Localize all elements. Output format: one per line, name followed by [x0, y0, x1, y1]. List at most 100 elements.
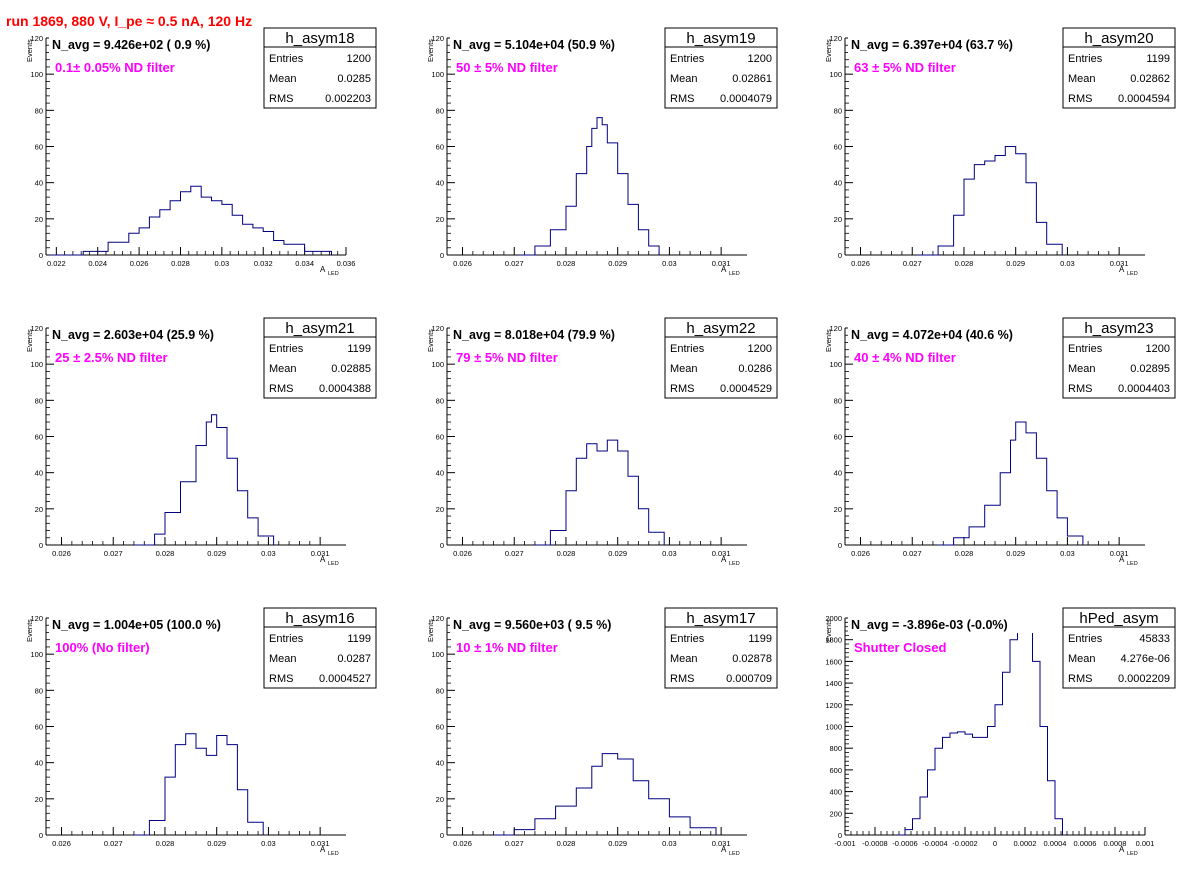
- navg-box: [49, 327, 245, 343]
- x-tick-label: 0.028: [156, 549, 175, 558]
- stats-mean-value: 0.0285: [337, 73, 371, 85]
- x-tick-label: 0.031: [712, 839, 731, 848]
- y-tick-label: 60: [35, 433, 43, 442]
- histogram-series: [917, 146, 1063, 256]
- x-tick-label: 0.03: [662, 549, 677, 558]
- histogram-name: h_asym18: [285, 30, 354, 47]
- y-tick-label: 120: [30, 614, 43, 623]
- y-tick-label: 80: [834, 106, 842, 115]
- x-tick-label: 0.031: [1110, 549, 1129, 558]
- x-tick-label: 0.024: [88, 259, 107, 268]
- y-axis-title: Events: [426, 619, 435, 642]
- stats-rms-value: 0.000709: [726, 673, 772, 685]
- stats-mean-value: 0.02862: [1130, 73, 1170, 85]
- stats-rms-label: RMS: [269, 673, 293, 685]
- x-tick-label: 0.031: [311, 549, 330, 558]
- y-tick-label: 0: [838, 251, 842, 260]
- histogram-panel-h_asym22: 0 20 40 60 80 100 120 0.026 0.027 0.028 0.029 0.03 0…: [426, 317, 778, 567]
- x-tick-label: 0.03: [662, 259, 677, 268]
- histogram-series: [938, 421, 1084, 546]
- navg-box: [848, 617, 1044, 633]
- stats-mean-label: Mean: [1068, 363, 1096, 375]
- x-tick-label: 0.027: [104, 839, 123, 848]
- stats-mean-label: Mean: [1068, 653, 1096, 665]
- stats-mean-value: 4.276e-06: [1120, 653, 1170, 665]
- x-tick-label: 0.027: [505, 549, 524, 558]
- x-tick-label: 0.029: [608, 259, 627, 268]
- x-tick-label: 0.027: [903, 259, 922, 268]
- stats-entries-label: Entries: [269, 343, 304, 355]
- navg-label: N_avg = -3.896e-03 (-0.0%): [851, 618, 1008, 632]
- stats-rms-value: 0.002203: [325, 93, 371, 105]
- histogram-series: [493, 753, 717, 836]
- x-tick-label: 0.022: [47, 259, 66, 268]
- x-tick-label: 0.026: [52, 549, 71, 558]
- stats-mean-label: Mean: [269, 363, 297, 375]
- y-tick-label: 40: [436, 469, 444, 478]
- stats-rms-label: RMS: [269, 383, 293, 395]
- x-tick-label: 0.028: [557, 259, 576, 268]
- histogram-series: [534, 439, 665, 546]
- y-axis-title: Events: [25, 39, 34, 62]
- y-tick-label: 100: [30, 360, 43, 369]
- stats-entries-value: 1199: [748, 633, 772, 645]
- x-tick-label: 0.034: [295, 259, 314, 268]
- y-tick-label: 20: [35, 795, 43, 804]
- stats-entries-value: 1200: [1146, 343, 1170, 355]
- y-tick-label: 1600: [825, 657, 842, 666]
- x-tick-label: 0.028: [156, 839, 175, 848]
- histogram-series: [133, 733, 264, 836]
- navg-box: [450, 617, 646, 633]
- navg-label: N_avg = 8.018e+04 (79.9 %): [453, 328, 615, 342]
- histogram-name: h_asym23: [1084, 320, 1153, 337]
- x-tick-label: 0.029: [608, 839, 627, 848]
- x-tick-label: 0.027: [505, 839, 524, 848]
- stats-rms-label: RMS: [670, 93, 694, 105]
- navg-box: [49, 37, 245, 53]
- x-tick-label: 0.001: [1136, 839, 1155, 848]
- filter-label: 40 ± 4% ND filter: [854, 350, 956, 365]
- x-tick-label: 0.028: [955, 549, 974, 558]
- histogram-series: [897, 617, 1063, 836]
- x-tick-label: 0.029: [1006, 549, 1025, 558]
- y-tick-label: 80: [436, 106, 444, 115]
- x-tick-label: 0.029: [1006, 259, 1025, 268]
- stats-box: [664, 27, 778, 109]
- stats-mean-label: Mean: [269, 73, 297, 85]
- x-tick-label: 0.0008: [1104, 839, 1127, 848]
- histogram-name: h_asym22: [686, 320, 755, 337]
- stats-mean-value: 0.0286: [738, 363, 772, 375]
- y-tick-label: 0: [440, 831, 444, 840]
- stats-box: [1062, 27, 1176, 109]
- y-tick-label: 40: [35, 179, 43, 188]
- x-tick-label: 0.031: [712, 549, 731, 558]
- x-axis-title-subscript: LED: [328, 271, 339, 277]
- x-tick-label: 0.027: [903, 549, 922, 558]
- filter-label: Shutter Closed: [854, 640, 947, 655]
- x-tick-label: -0.0002: [952, 839, 977, 848]
- stats-entries-value: 1199: [347, 633, 371, 645]
- histogram-name: hPed_asym: [1079, 610, 1158, 627]
- stats-mean-value: 0.02878: [732, 653, 772, 665]
- histogram-panel-h_asym20: 0 20 40 60 80 100 120 0.026 0.027 0.028 0.029 0.03 0…: [824, 27, 1176, 277]
- x-tick-label: 0.032: [254, 259, 273, 268]
- x-tick-label: 0.028: [955, 259, 974, 268]
- filter-label: 10 ± 1% ND filter: [456, 640, 558, 655]
- x-tick-label: 0.026: [851, 259, 870, 268]
- stats-entries-label: Entries: [269, 633, 304, 645]
- filter-label: 63 ± 5% ND filter: [854, 60, 956, 75]
- stats-mean-value: 0.0287: [337, 653, 371, 665]
- x-axis-title: A: [1119, 845, 1125, 854]
- y-tick-label: 1400: [825, 679, 842, 688]
- x-axis-title: A: [1119, 555, 1125, 564]
- stats-entries-label: Entries: [1068, 633, 1103, 645]
- stats-rms-value: 0.0004388: [319, 383, 371, 395]
- histogram-panel-h_asym17: 0 20 40 60 80 100 120 0.026 0.027 0.028 0.029 0.03 0…: [426, 607, 778, 857]
- stats-rms-value: 0.0004527: [319, 673, 371, 685]
- stats-rms-value: 0.0002209: [1118, 673, 1170, 685]
- x-tick-label: 0.026: [453, 839, 472, 848]
- y-axis-title: Events: [25, 329, 34, 352]
- run-header: run 1869, 880 V, I_pe ≈ 0.5 nA, 120 Hz: [6, 13, 252, 29]
- x-tick-label: 0.027: [104, 549, 123, 558]
